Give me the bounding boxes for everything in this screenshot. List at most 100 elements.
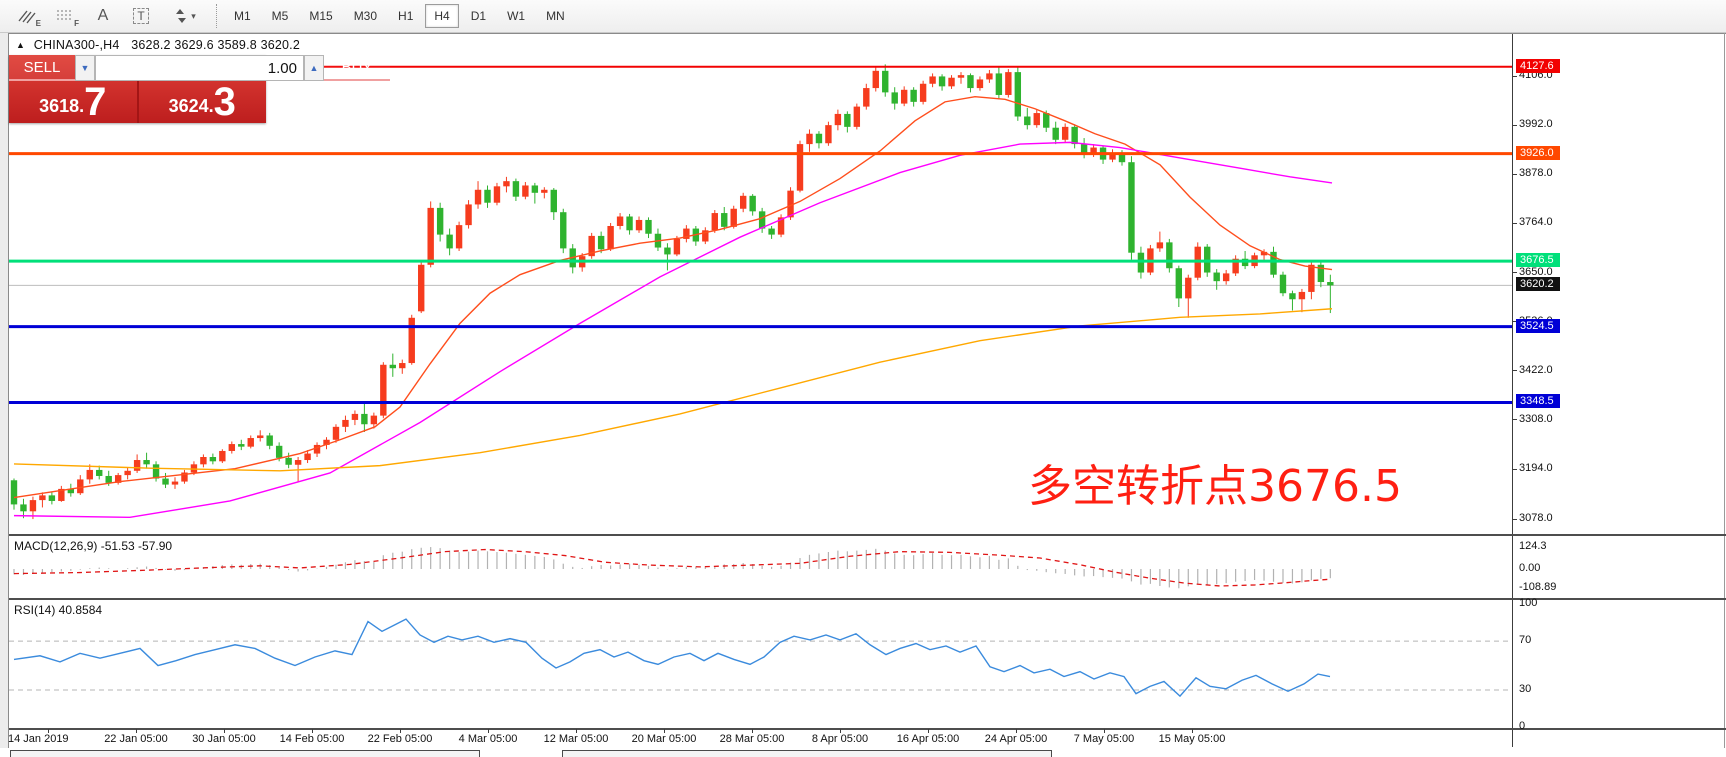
timeframe-button-m5[interactable]: M5 [271,9,289,23]
date-label: 16 Apr 05:00 [896,733,960,745]
indicator-scale-label: 100 [1519,597,1538,610]
time-tick-mark [48,729,49,733]
sell-price-pips: 7 [84,80,107,124]
date-label: 30 Jan 05:00 [192,733,256,745]
time-axis[interactable]: 14 Jan 2019 22 Jan 05:00 30 Jan 05:00 14 Fe… [0,729,1726,749]
draw-lines-tool-icon[interactable]: E [10,3,44,29]
fibonacci-tool-icon[interactable]: F [57,10,79,28]
volume-decrease-button[interactable]: ▼ [75,55,95,81]
window-left-border [0,33,9,757]
buy-price-pips: 3 [213,80,236,124]
price-tick-mark [1513,518,1517,520]
price-tick-label: 3992.0 [1519,118,1553,131]
price-axis[interactable]: 4106.03992.03878.03764.03650.03536.03422… [1513,34,1725,747]
toolbar-separator [216,4,217,28]
price-tick-label: 3650.0 [1519,265,1553,278]
window-right-border [1724,33,1725,757]
price-tick-mark [1513,468,1517,470]
date-label: 14 Jan 2019 [8,733,69,745]
indicator-scale-label: 30 [1519,683,1532,695]
sell-button[interactable]: SELL [9,55,75,81]
ma-mid [13,141,1333,519]
buy-price[interactable]: 3624. 3 [168,80,236,124]
price-level-badge: 4127.6 [1516,58,1560,73]
time-tick-mark [1192,729,1193,733]
ohlc-values: 3628.2 3629.6 3589.8 3620.2 [131,38,300,52]
macd-histogram [13,547,1331,589]
text-label-tool-icon[interactable]: A [97,7,109,24]
time-tick-mark [1016,729,1017,733]
price-level-badge: 3620.2 [1516,277,1560,292]
date-label: 28 Mar 05:00 [719,733,785,745]
symbol-period: CHINA300-,H4 [33,38,120,52]
timeframe-button-m15[interactable]: M15 [309,9,333,23]
date-label: 20 Mar 05:00 [631,733,697,745]
time-tick-mark [1104,729,1105,733]
price-tick-mark [1513,272,1517,274]
date-label: 4 Mar 05:00 [458,733,518,745]
toolbar: E F A T ▾ M1 M5 M15 M30 H1 H4 D1 W1 MN [0,0,1726,33]
date-label: 12 Mar 05:00 [543,733,609,745]
price-tick-mark [1513,419,1517,421]
ma-slow [13,308,1333,472]
collapse-icon[interactable]: ▲ [16,40,26,50]
indicator-scale-label: -108.89 [1519,581,1557,594]
date-label: 14 Feb 05:00 [279,733,345,745]
buy-price-main: 3624 [168,96,209,116]
macd-label: MACD(12,26,9) -51.53 -57.90 [14,539,173,553]
chart-title: ▲ CHINA300-,H4 3628.2 3629.6 3589.8 3620… [16,38,300,52]
background-window-edge [562,750,1052,757]
timeframe-button-mn[interactable]: MN [546,9,565,23]
price-tick-mark [1513,321,1517,323]
timeframe-button-h1[interactable]: H1 [398,9,414,23]
price-tick-label: 3078.0 [1519,512,1553,525]
price-tick-mark [1513,173,1517,175]
background-window-edge [10,750,480,757]
price-level-badge: 3676.5 [1516,253,1560,268]
timeframe-button-h4[interactable]: H4 [425,4,459,28]
macd-signal-line [13,548,1331,587]
time-tick-mark [840,729,841,733]
price-level-badge: 3926.0 [1516,145,1560,160]
price-tick-label: 3422.0 [1519,363,1553,376]
ma-fast [13,95,1333,499]
timeframe-button-m30[interactable]: M30 [353,9,378,23]
one-click-trade-panel: SELL ▼ ▲ BUY 3618.7 3624.3 [9,55,390,124]
timeframe-button-m1[interactable]: M1 [234,9,251,23]
price-tick-mark [1513,222,1517,224]
chart-text-annotation: 多空转折点3676.5 [1028,461,1402,512]
time-tick-mark [312,729,313,733]
price-tick-label: 3308.0 [1519,412,1553,425]
volume-input[interactable] [95,55,304,81]
timeframe-button-w1[interactable]: W1 [507,9,526,23]
indicator-scale-label: 70 [1519,634,1532,647]
indicator-scale-label: 0 [1519,719,1526,732]
volume-increase-button[interactable]: ▲ [304,55,324,81]
bottom-strip [0,748,1726,757]
time-tick-mark [928,729,929,733]
time-tick-mark [664,729,665,733]
main-macd-separator[interactable] [9,534,1726,536]
time-tick-mark [752,729,753,733]
sell-price[interactable]: 3618. 7 [39,80,107,124]
price-axis-border [1512,34,1513,747]
timeframe-buttons: M1 M5 M15 M30 H1 H4 D1 W1 MN [225,4,577,28]
date-label: 15 May 05:00 [1158,733,1226,745]
price-level-badge: 3348.5 [1516,394,1560,409]
timeframe-button-d1[interactable]: D1 [470,9,487,23]
price-tick-label: 3764.0 [1519,216,1553,229]
arrows-tool-icon[interactable]: ▾ [162,3,206,29]
buy-button[interactable]: BUY [324,55,390,81]
price-tick-mark [1513,370,1517,372]
date-label: 22 Jan 05:00 [104,733,168,745]
candlesticks [10,64,1334,520]
price-tick-mark [1513,75,1517,77]
time-tick-mark [576,729,577,733]
sell-price-main: 3618 [39,96,80,116]
macd-rsi-separator[interactable] [9,598,1726,600]
date-label: 7 May 05:00 [1073,733,1135,745]
time-tick-mark [488,729,489,733]
text-tool-icon[interactable]: T [124,3,158,29]
rsi-line [13,618,1331,698]
